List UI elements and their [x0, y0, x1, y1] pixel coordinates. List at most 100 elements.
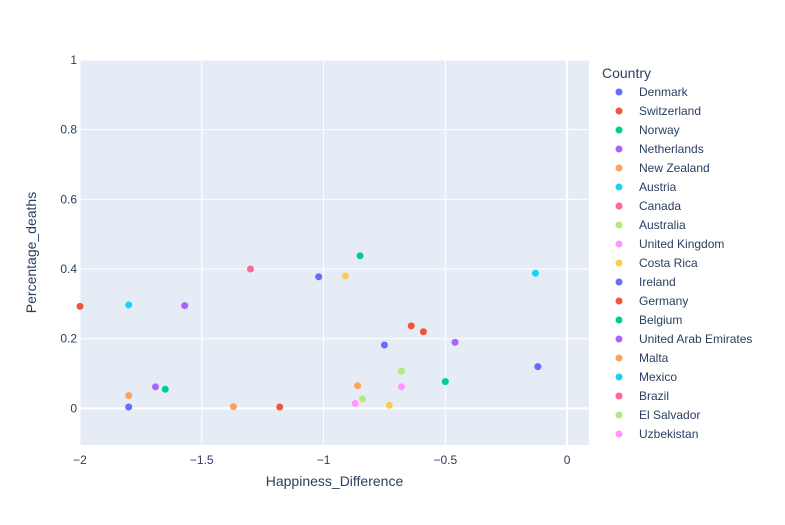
legend-item[interactable]: Ireland [615, 275, 676, 289]
legend-item[interactable]: Australia [615, 218, 687, 232]
y-tick-label: 0.6 [60, 192, 77, 206]
legend-label: Norway [639, 123, 680, 137]
y-axis-title: Percentage_deaths [23, 192, 39, 313]
data-point[interactable] [151, 383, 159, 391]
legend-label: Brazil [639, 389, 669, 403]
legend-label: Belgium [639, 313, 682, 327]
data-point[interactable] [385, 401, 393, 409]
legend-item[interactable]: Uzbekistan [615, 427, 699, 441]
legend-item[interactable]: El Salvador [615, 408, 701, 422]
legend-title: Country [602, 65, 651, 81]
data-point[interactable] [380, 341, 388, 349]
x-tick-label: −0.5 [433, 453, 457, 467]
y-tick-label: 0.4 [60, 262, 77, 276]
grid-lines [79, 59, 589, 445]
legend-marker [615, 278, 623, 286]
x-axis-title: Happiness_Difference [266, 473, 404, 489]
legend-marker [615, 126, 623, 134]
legend-label: Malta [639, 351, 669, 365]
legend-marker [615, 354, 623, 362]
legend-marker [615, 164, 623, 172]
y-tick-label: 1 [70, 53, 77, 67]
legend-item[interactable]: Austria [615, 180, 677, 194]
legend-label: Canada [639, 199, 681, 213]
legend-label: Australia [639, 218, 686, 232]
data-point[interactable] [451, 338, 459, 346]
data-point[interactable] [125, 392, 133, 400]
legend-item[interactable]: Mexico [615, 370, 678, 384]
legend-marker [615, 88, 623, 96]
legend[interactable]: Country Denmark Switzerland Norway Netherla… [602, 65, 752, 441]
plot-area [80, 60, 589, 445]
legend-label: United Arab Emirates [639, 332, 752, 346]
data-point[interactable] [246, 265, 254, 273]
legend-label: New Zealand [639, 161, 710, 175]
legend-marker [615, 430, 623, 438]
legend-label: Austria [639, 180, 677, 194]
data-point[interactable] [351, 400, 359, 408]
legend-item[interactable]: Netherlands [615, 142, 704, 156]
data-point[interactable] [125, 301, 133, 309]
data-points [76, 252, 542, 411]
x-tick-label: −1.5 [190, 453, 214, 467]
data-point[interactable] [181, 302, 189, 310]
legend-label: Switzerland [639, 104, 701, 118]
x-tick-label: −2 [73, 453, 87, 467]
data-point[interactable] [76, 302, 84, 310]
data-point[interactable] [397, 367, 405, 375]
data-point[interactable] [531, 269, 539, 277]
legend-marker [615, 411, 623, 419]
legend-item[interactable]: Brazil [615, 389, 670, 403]
legend-marker [615, 202, 623, 210]
legend-label: Denmark [639, 85, 689, 99]
data-point[interactable] [419, 328, 427, 336]
legend-label: Germany [639, 294, 688, 308]
data-point[interactable] [354, 382, 362, 390]
legend-item[interactable]: New Zealand [615, 161, 710, 175]
legend-label: El Salvador [639, 408, 700, 422]
legend-marker [615, 259, 623, 267]
legend-marker [615, 240, 623, 248]
data-point[interactable] [125, 403, 133, 411]
data-point[interactable] [315, 273, 323, 281]
legend-item[interactable]: Belgium [615, 313, 683, 327]
legend-item[interactable]: Malta [615, 351, 669, 365]
legend-marker [615, 373, 623, 381]
data-point[interactable] [161, 385, 169, 393]
legend-item[interactable]: Canada [615, 199, 682, 213]
data-point[interactable] [359, 395, 367, 403]
y-tick-label: 0 [70, 401, 77, 415]
legend-label: Mexico [639, 370, 677, 384]
y-axis-ticks: 0 0.2 0.4 0.6 0.8 1 [60, 53, 77, 415]
data-point[interactable] [276, 403, 284, 411]
data-point[interactable] [341, 272, 349, 280]
legend-item[interactable]: Switzerland [615, 104, 702, 118]
legend-marker [615, 145, 623, 153]
y-tick-label: 0.2 [60, 332, 77, 346]
x-axis-ticks: −2 −1.5 −1 −0.5 0 [73, 453, 571, 467]
legend-marker [615, 107, 623, 115]
legend-item[interactable]: Norway [615, 123, 680, 137]
data-point[interactable] [397, 383, 405, 391]
legend-item[interactable]: United Kingdom [615, 237, 725, 251]
legend-label: Uzbekistan [639, 427, 698, 441]
legend-label: Costa Rica [639, 256, 698, 270]
legend-marker [615, 297, 623, 305]
x-tick-label: 0 [564, 453, 571, 467]
data-point[interactable] [229, 403, 237, 411]
legend-marker [615, 316, 623, 324]
legend-item[interactable]: Denmark [615, 85, 689, 99]
legend-label: Netherlands [639, 142, 704, 156]
legend-item[interactable]: Costa Rica [615, 256, 699, 270]
data-point[interactable] [534, 363, 542, 371]
data-point[interactable] [407, 322, 415, 330]
legend-marker [615, 183, 623, 191]
data-point[interactable] [441, 378, 449, 386]
data-point[interactable] [356, 252, 364, 260]
legend-marker [615, 392, 623, 400]
legend-item[interactable]: Germany [615, 294, 689, 308]
legend-marker [615, 221, 623, 229]
legend-item[interactable]: United Arab Emirates [615, 332, 753, 346]
legend-label: United Kingdom [639, 237, 724, 251]
